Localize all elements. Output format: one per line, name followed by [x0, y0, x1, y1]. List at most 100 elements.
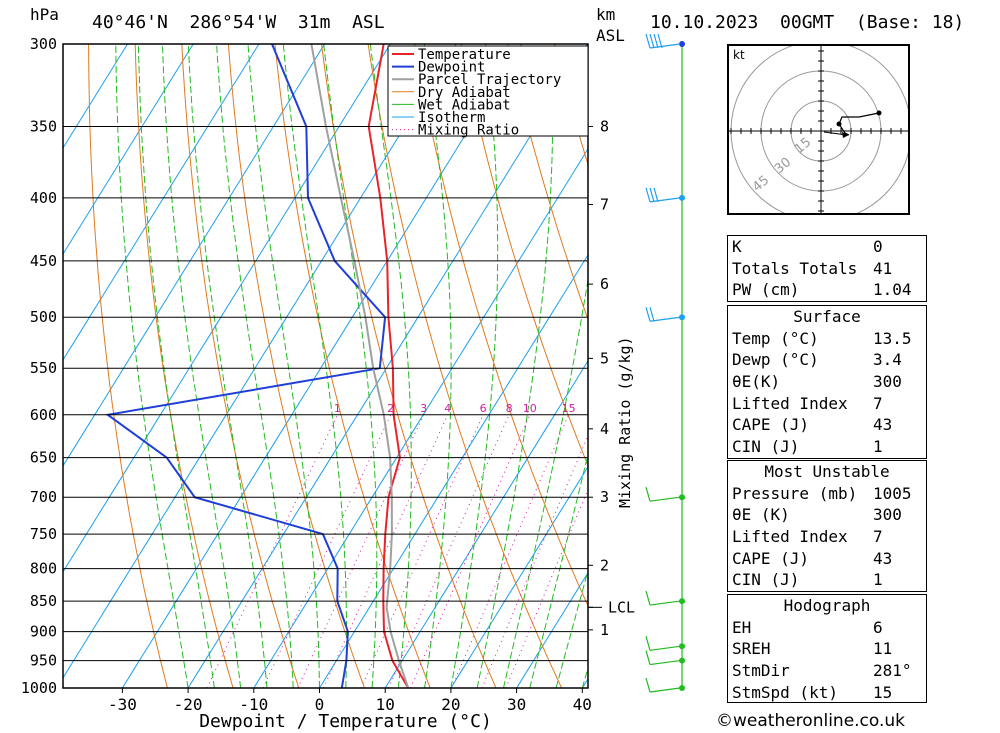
- row-label: Dewp (°C): [732, 350, 819, 370]
- height-tick-label: 1: [600, 621, 609, 639]
- wind-barb: [645, 650, 681, 666]
- pressure-tick-label: 350: [30, 117, 57, 135]
- wind-barb: [645, 677, 681, 693]
- wet-adiabat-line: [216, 44, 294, 688]
- wind-barb-dot: [679, 494, 685, 501]
- most-unstable-row: θE (K) 300: [728, 504, 926, 526]
- row-label: θE(K): [732, 372, 781, 392]
- mixing-ratio-label: 10: [523, 402, 537, 415]
- pressure-tick-label: 750: [30, 525, 57, 543]
- mixing-ratio-line: [360, 414, 484, 688]
- mixing-ratio-label: 3: [420, 402, 427, 415]
- wind-barb: [645, 187, 681, 203]
- wind-barb-dot: [679, 657, 685, 664]
- most-unstable-row: Pressure (mb) 1005: [728, 483, 926, 505]
- mixing-ratio-line: [505, 488, 588, 688]
- row-value: 41: [873, 258, 893, 278]
- isotherm-line: [63, 44, 194, 255]
- row-value: 43: [873, 415, 893, 435]
- pressure-tick-label: 550: [30, 359, 57, 377]
- row-value: 281°: [873, 661, 912, 681]
- row-value: 1.04: [873, 280, 912, 300]
- dry-adiabat-line: [460, 44, 588, 467]
- legend-entry: Wet Adiabat: [418, 97, 511, 113]
- mixing-ratio-line: [323, 414, 449, 688]
- mixing-ratio-label: 2: [387, 402, 394, 415]
- most-unstable-row: CIN (J) 1: [728, 569, 926, 591]
- row-value: 7: [873, 527, 883, 547]
- storm-motion-line: [823, 131, 848, 136]
- pressure-tick-label: 300: [30, 35, 57, 53]
- row-value: 11: [873, 639, 893, 659]
- pressure-tick-label: 800: [30, 560, 57, 578]
- row-label: EH: [732, 617, 752, 637]
- index-row: Totals Totals 41: [728, 258, 926, 280]
- row-value: 3.4: [873, 350, 902, 370]
- indices-table: K 0 Totals Totals 41 PW (cm) 1.04: [727, 235, 927, 303]
- index-row: PW (cm) 1.04: [728, 279, 926, 301]
- isotherm-line: [516, 571, 588, 688]
- mixing-ratio-label: 15: [562, 402, 576, 415]
- wet-adiabat-line: [476, 44, 554, 688]
- row-value: 1005: [873, 483, 912, 503]
- height-tick-label: LCL: [608, 598, 635, 616]
- isotherm-line: [648, 44, 720, 688]
- pressure-tick-label: 650: [30, 449, 57, 467]
- row-label: StmSpd (kt): [732, 682, 838, 702]
- temp-tick-label: -20: [174, 695, 203, 714]
- pressure-unit-label: hPa: [30, 5, 59, 24]
- hodograph-unit: kt: [733, 48, 745, 62]
- wet-adiabat-line: [247, 44, 320, 688]
- mixing-ratio-line: [451, 414, 570, 688]
- most-unstable-row: Lifted Index 7: [728, 526, 926, 548]
- height-tick-label: 8: [600, 117, 609, 135]
- row-label: PW (cm): [732, 280, 800, 300]
- row-value: 1: [873, 437, 883, 457]
- pressure-tick-label: 900: [30, 623, 57, 641]
- hodograph-ring-label: 45: [750, 173, 772, 195]
- pressure-tick-label: 950: [30, 652, 57, 670]
- hodograph-panel: kt 15 30 45: [727, 44, 910, 215]
- legend-entry: Isotherm: [418, 110, 485, 126]
- hodograph-point: [836, 121, 842, 127]
- legend-entry: Parcel Trajectory: [418, 72, 561, 88]
- height-unit-label: km: [596, 5, 616, 24]
- wet-adiabat-line: [187, 44, 268, 688]
- wet-adiabat-line: [450, 44, 499, 688]
- wind-barb: [645, 307, 681, 322]
- height-tick-label: 7: [600, 196, 609, 214]
- dry-adiabat-line: [507, 44, 588, 321]
- dry-adiabat-line: [553, 44, 588, 166]
- x-axis-label: Dewpoint / Temperature (°C): [199, 711, 492, 732]
- skewt-chart: 1 2 3 4 6 8 10 15 20 2530035040045050055060065070…: [21, 33, 720, 732]
- mixing-ratio-line: [262, 414, 392, 688]
- pressure-tick-label: 700: [30, 488, 57, 506]
- legend-box: [387, 45, 589, 137]
- height-tick-label: 2: [600, 556, 609, 574]
- surface-row: θE(K) 300: [728, 371, 926, 393]
- most-unstable-row: CAPE (J) 43: [728, 548, 926, 570]
- mixing-ratio-label: 4: [444, 402, 451, 415]
- isotherm-line: [63, 44, 457, 679]
- dry-adiabat-line: [88, 44, 168, 688]
- most-unstable-table: Most Unstable Pressure (mb) 1005 θE (K) 300 L…: [727, 460, 927, 593]
- wet-adiabat-line: [423, 44, 452, 688]
- height-tick-label: 4: [600, 420, 609, 438]
- hodograph-row: StmDir 281°: [728, 660, 926, 682]
- legend-entry: Dewpoint: [418, 60, 485, 76]
- wet-adiabat-line: [503, 276, 588, 688]
- hodograph-ring-label: 15: [792, 135, 814, 157]
- row-label: SREH: [732, 639, 771, 659]
- temp-tick-label: 40: [573, 695, 592, 714]
- mixing-ratio-label: 8: [506, 402, 513, 415]
- row-value: 6: [873, 617, 883, 637]
- temp-tick-label: -10: [239, 695, 268, 714]
- section-title: Most Unstable: [764, 462, 890, 481]
- section-title: Surface: [793, 307, 861, 326]
- row-label: CAPE (J): [732, 415, 810, 435]
- pressure-tick-label: 850: [30, 592, 57, 610]
- plot-area: 1 2 3 4 6 8 10 15 20 25: [63, 44, 720, 688]
- hodograph-point: [876, 110, 882, 116]
